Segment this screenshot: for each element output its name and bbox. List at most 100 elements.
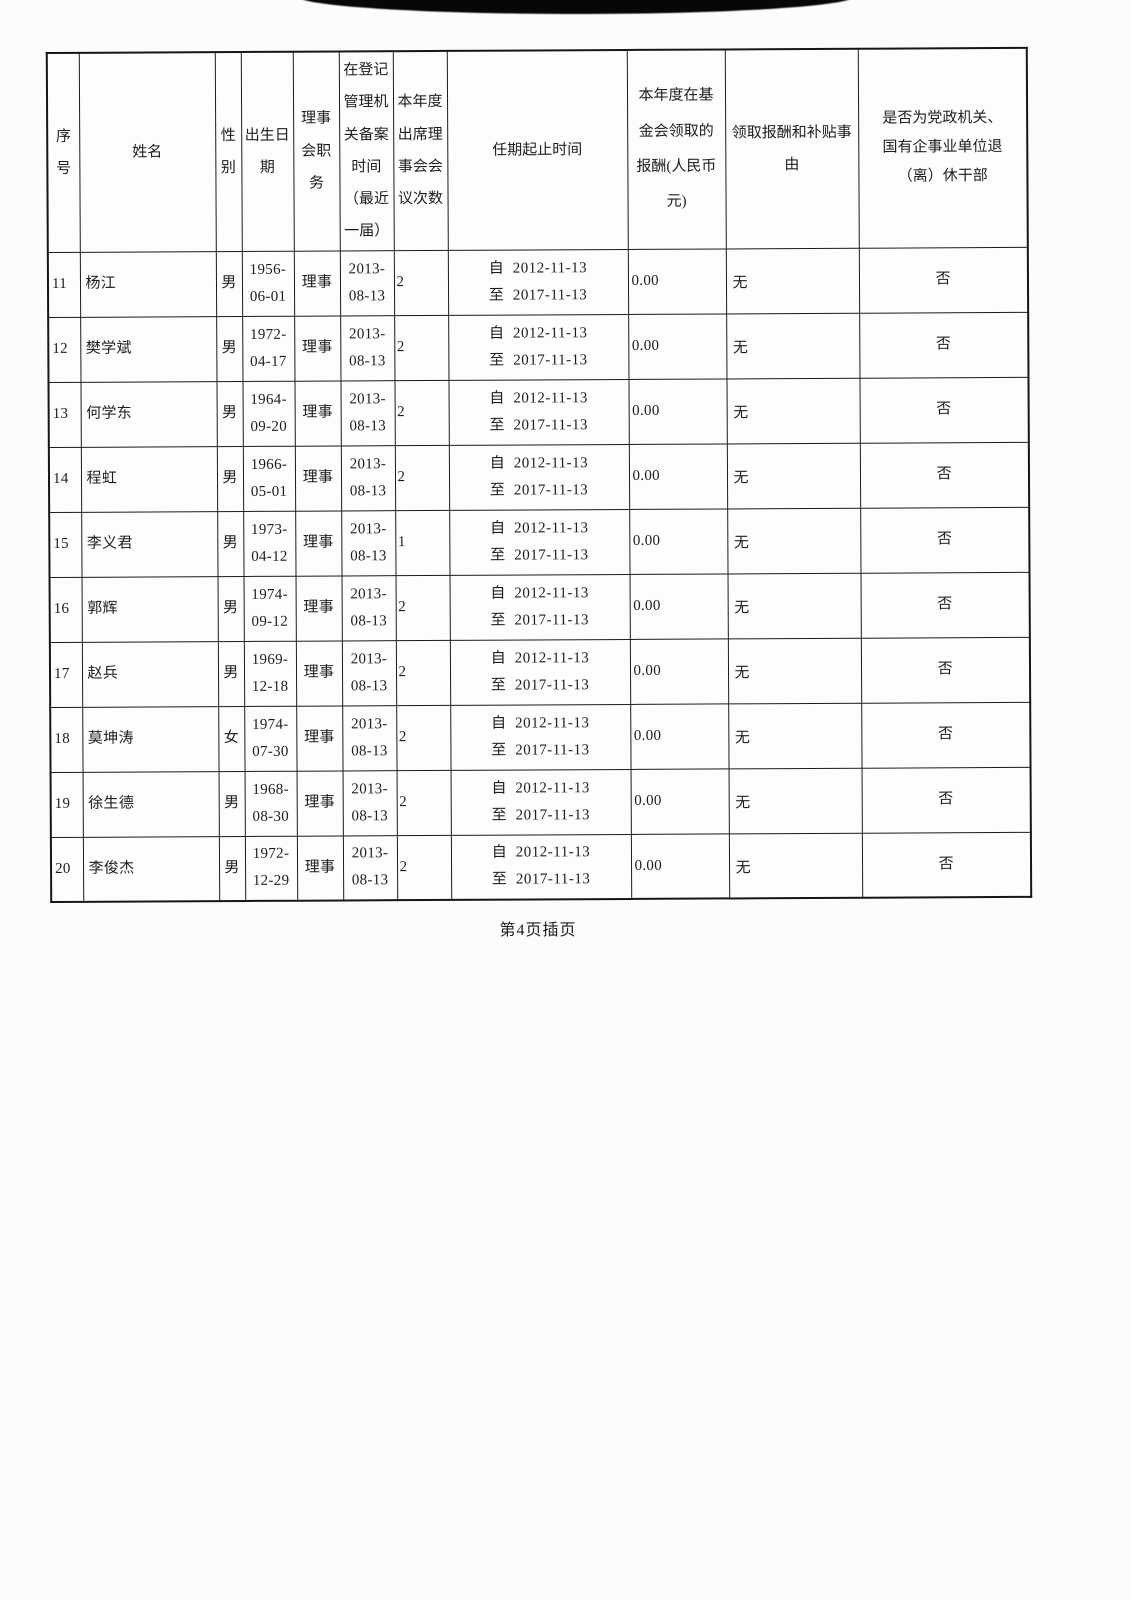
cell-gender: 男 [215,250,243,317]
cell-meetings-attended: 2 [394,379,449,446]
cell-remuneration: 0.00 [627,248,727,314]
header-meetings-attended: 本年度出席理事会会议次数 [392,50,448,251]
page-footer: 第4页插页 [499,922,577,939]
cell-remuneration-reason: 无 [726,442,861,509]
cell-birth-date: 1966- 05-01 [242,445,296,511]
cell-meetings-attended: 2 [396,834,452,901]
cell-remuneration-reason: 无 [726,312,860,379]
header-serial-number: 序号 [46,52,80,252]
cell-serial-number: 12 [48,316,81,382]
cell-birth-date: 1956- 06-01 [241,250,295,316]
cell-gender: 男 [218,770,245,837]
cell-board-position: 理事 [294,380,341,446]
cell-gender: 男 [217,575,244,642]
table-row: 11 杨江 男 1956- 06-01 理事 2013- 08-13 2 自 201… [47,246,1029,317]
cell-meetings-attended: 1 [395,509,450,576]
cell-board-position: 理事 [296,705,343,771]
cell-gender: 男 [216,380,243,447]
cell-retired-cadre: 否 [858,246,1029,313]
scanner-edge-artifact [297,0,855,14]
cell-retired-cadre: 否 [861,831,1032,898]
cell-name: 何学东 [80,381,217,447]
cell-meetings-attended: 2 [396,704,451,771]
cell-term-period: 自 2012-11-13 至 2017-11-13 [447,248,629,315]
cell-remuneration: 0.00 [628,378,727,444]
cell-remuneration: 0.00 [630,703,729,769]
cell-birth-date: 1964- 09-20 [242,380,295,446]
cell-serial-number: 13 [48,381,81,447]
cell-filing-time: 2013- 08-13 [342,770,397,836]
cell-term-period: 自 2012-11-13 至 2017-11-13 [449,508,630,575]
table-row: 14 程虹 男 1966- 05-01 理事 2013- 08-13 2 自 201… [48,441,1030,512]
cell-gender: 男 [216,445,244,512]
header-term-period: 任期起止时间 [446,49,628,250]
cell-meetings-attended: 2 [393,249,449,316]
cell-serial-number: 11 [47,251,81,317]
table-row: 17 赵兵 男 1969- 12-18 理事 2013- 08-13 2 自 201… [49,636,1031,707]
cell-remuneration-reason: 无 [725,247,860,314]
cell-filing-time: 2013- 08-13 [341,575,396,641]
cell-serial-number: 17 [49,641,83,707]
header-birth-date: 出生日期 [240,51,294,251]
table-row: 15 李义君 男 1973- 04-12 理事 2013- 08-13 1 自 20… [49,506,1030,577]
header-remuneration-reason: 领取报酬和补贴事由 [724,48,859,249]
cell-remuneration-reason: 无 [727,507,861,574]
cell-name: 李义君 [81,511,218,577]
cell-gender: 男 [217,640,245,707]
cell-filing-time: 2013- 08-13 [340,380,395,446]
cell-retired-cadre: 否 [861,766,1031,833]
cell-birth-date: 1969- 12-18 [243,640,297,706]
cell-gender: 男 [216,315,243,382]
cell-retired-cadre: 否 [859,441,1030,508]
cell-retired-cadre: 否 [861,701,1031,768]
cell-remuneration: 0.00 [629,508,728,574]
cell-retired-cadre: 否 [860,636,1031,703]
cell-name: 樊学斌 [80,316,217,382]
cell-meetings-attended: 2 [396,769,451,836]
cell-serial-number: 14 [48,446,82,512]
cell-remuneration-reason: 无 [728,702,862,769]
header-board-position: 理事会职务 [292,51,340,251]
cell-birth-date: 1973- 04-12 [243,510,296,576]
cell-gender: 男 [218,835,246,902]
cell-board-position: 理事 [295,510,342,576]
board-member-table: 序号 姓名 性别 出生日期 理事会职务 在登记管理机关备案时间（最近一届） 本年… [45,46,1033,903]
cell-birth-date: 1968- 08-30 [244,770,297,836]
cell-filing-time: 2013- 08-13 [340,315,395,381]
cell-remuneration: 0.00 [630,768,729,834]
cell-meetings-attended: 2 [395,639,451,706]
cell-meetings-attended: 2 [394,314,449,381]
cell-remuneration-reason: 无 [728,832,863,899]
cell-remuneration-reason: 无 [726,377,860,444]
cell-birth-date: 1974- 07-30 [244,705,297,771]
board-member-table-wrap: 序号 姓名 性别 出生日期 理事会职务 在登记管理机关备案时间（最近一届） 本年… [45,46,1033,903]
cell-serial-number: 16 [49,576,82,642]
cell-board-position: 理事 [293,250,341,316]
cell-board-position: 理事 [294,315,341,381]
cell-filing-time: 2013- 08-13 [341,640,397,706]
cell-retired-cadre: 否 [860,506,1030,573]
header-row: 序号 姓名 性别 出生日期 理事会职务 在登记管理机关备案时间（最近一届） 本年… [46,47,1028,252]
cell-name: 徐生德 [82,771,219,837]
cell-birth-date: 1972- 04-17 [242,315,295,381]
cell-name: 赵兵 [81,641,219,707]
cell-remuneration: 0.00 [628,443,728,509]
cell-birth-date: 1974- 09-12 [243,575,296,641]
cell-filing-time: 2013- 08-13 [340,445,396,511]
cell-term-period: 自 2012-11-13 至 2017-11-13 [448,443,630,510]
cell-retired-cadre: 否 [859,376,1029,443]
cell-retired-cadre: 否 [860,571,1030,638]
cell-meetings-attended: 2 [395,574,450,641]
cell-birth-date: 1972- 12-29 [244,835,298,901]
table-row: 12 樊学斌 男 1972- 04-17 理事 2013- 08-13 2 自 20… [48,311,1029,382]
cell-remuneration: 0.00 [630,833,730,899]
cell-remuneration-reason: 无 [727,637,862,704]
table-row: 16 郭辉 男 1974- 09-12 理事 2013- 08-13 2 自 201… [49,571,1030,642]
table-row: 20 李俊杰 男 1972- 12-29 理事 2013- 08-13 2 自 20… [50,831,1032,902]
cell-term-period: 自 2012-11-13 至 2017-11-13 [449,573,630,640]
cell-term-period: 自 2012-11-13 至 2017-11-13 [449,638,631,705]
cell-serial-number: 19 [50,771,83,837]
header-filing-time: 在登记管理机关备案时间（最近一届） [338,51,394,251]
cell-remuneration-reason: 无 [728,767,862,834]
cell-board-position: 理事 [295,575,342,641]
